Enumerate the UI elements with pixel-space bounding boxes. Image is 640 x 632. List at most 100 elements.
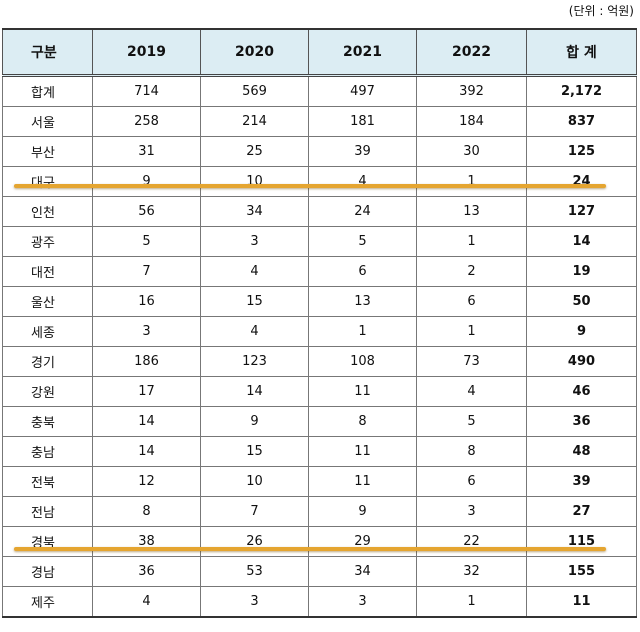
region-cell: 전남 xyxy=(2,496,93,527)
value-cell: 15 xyxy=(200,436,309,467)
value-cell: 2 xyxy=(416,256,527,287)
value-cell: 11 xyxy=(526,586,637,618)
value-cell: 11 xyxy=(308,436,417,467)
value-cell: 5 xyxy=(92,226,201,257)
value-cell: 11 xyxy=(308,466,417,497)
table-row: 충북 14 9 8 5 36 xyxy=(2,406,637,437)
value-cell: 14 xyxy=(200,376,309,407)
value-cell: 32 xyxy=(416,556,527,587)
value-cell: 13 xyxy=(416,196,527,227)
table-row: 인천 56 34 24 13 127 xyxy=(2,196,637,227)
table-row: 세종 3 4 1 1 9 xyxy=(2,316,637,347)
value-cell: 6 xyxy=(308,256,417,287)
value-cell: 497 xyxy=(308,75,417,107)
value-cell: 29 xyxy=(308,526,417,557)
value-cell: 184 xyxy=(416,106,527,137)
table-row: 부산 31 25 39 30 125 xyxy=(2,136,637,167)
value-cell: 1 xyxy=(416,586,527,618)
value-cell: 14 xyxy=(92,436,201,467)
value-cell: 19 xyxy=(526,256,637,287)
table-row: 충남 14 15 11 8 48 xyxy=(2,436,637,467)
value-cell: 31 xyxy=(92,136,201,167)
value-cell: 9 xyxy=(308,496,417,527)
value-cell: 13 xyxy=(308,286,417,317)
value-cell: 10 xyxy=(200,166,309,197)
value-cell: 125 xyxy=(526,136,637,167)
value-cell: 6 xyxy=(416,286,527,317)
value-cell: 38 xyxy=(92,526,201,557)
value-cell: 9 xyxy=(200,406,309,437)
region-cell: 충남 xyxy=(2,436,93,467)
value-cell: 127 xyxy=(526,196,637,227)
region-cell: 세종 xyxy=(2,316,93,347)
header-cell: 2020 xyxy=(200,28,309,77)
value-cell: 569 xyxy=(200,75,309,107)
value-cell: 16 xyxy=(92,286,201,317)
value-cell: 1 xyxy=(416,166,527,197)
value-cell: 10 xyxy=(200,466,309,497)
region-cell: 대전 xyxy=(2,256,93,287)
table-row: 합계 714 569 497 392 2,172 xyxy=(2,75,637,107)
value-cell: 8 xyxy=(416,436,527,467)
region-cell: 충북 xyxy=(2,406,93,437)
value-cell: 3 xyxy=(200,586,309,618)
unit-label: (단위 : 억원) xyxy=(568,4,634,18)
region-cell: 제주 xyxy=(2,586,93,618)
header-cell: 2022 xyxy=(416,28,527,77)
table-row: 제주 4 3 3 1 11 xyxy=(2,586,637,618)
value-cell: 14 xyxy=(526,226,637,257)
value-cell: 4 xyxy=(92,586,201,618)
header-cell: 2021 xyxy=(308,28,417,77)
value-cell: 12 xyxy=(92,466,201,497)
value-cell: 1 xyxy=(416,316,527,347)
value-cell: 1 xyxy=(416,226,527,257)
value-cell: 26 xyxy=(200,526,309,557)
value-cell: 6 xyxy=(416,466,527,497)
value-cell: 837 xyxy=(526,106,637,137)
value-cell: 39 xyxy=(308,136,417,167)
value-cell: 7 xyxy=(200,496,309,527)
value-cell: 4 xyxy=(416,376,527,407)
table-row: 전남 8 7 9 3 27 xyxy=(2,496,637,527)
region-cell: 경기 xyxy=(2,346,93,377)
table-row: 경북 38 26 29 22 115 xyxy=(2,526,637,557)
value-cell: 17 xyxy=(92,376,201,407)
value-cell: 15 xyxy=(200,286,309,317)
region-cell: 경남 xyxy=(2,556,93,587)
header-cell: 합 계 xyxy=(526,28,637,77)
table-row: 경기 186 123 108 73 490 xyxy=(2,346,637,377)
table-row: 서울 258 214 181 184 837 xyxy=(2,106,637,137)
value-cell: 30 xyxy=(416,136,527,167)
value-cell: 24 xyxy=(308,196,417,227)
value-cell: 490 xyxy=(526,346,637,377)
value-cell: 11 xyxy=(308,376,417,407)
highlight-line xyxy=(14,184,606,188)
table-row: 대전 7 4 6 2 19 xyxy=(2,256,637,287)
value-cell: 14 xyxy=(92,406,201,437)
value-cell: 214 xyxy=(200,106,309,137)
table-row: 광주 5 3 5 1 14 xyxy=(2,226,637,257)
value-cell: 7 xyxy=(92,256,201,287)
table-body: 합계 714 569 497 392 2,172 서울 258 214 181 184 837 부산 31… xyxy=(2,75,637,618)
value-cell: 56 xyxy=(92,196,201,227)
table-row: 강원 17 14 11 4 46 xyxy=(2,376,637,407)
value-cell: 115 xyxy=(526,526,637,557)
region-cell: 경북 xyxy=(2,526,93,557)
value-cell: 53 xyxy=(200,556,309,587)
value-cell: 181 xyxy=(308,106,417,137)
value-cell: 9 xyxy=(526,316,637,347)
value-cell: 4 xyxy=(200,256,309,287)
value-cell: 39 xyxy=(526,466,637,497)
region-cell: 울산 xyxy=(2,286,93,317)
value-cell: 50 xyxy=(526,286,637,317)
value-cell: 186 xyxy=(92,346,201,377)
value-cell: 22 xyxy=(416,526,527,557)
header-row: 구분 2019 2020 2021 2022 합 계 xyxy=(2,28,637,77)
region-cell: 서울 xyxy=(2,106,93,137)
region-cell: 강원 xyxy=(2,376,93,407)
highlight-line xyxy=(14,547,606,551)
region-cell: 인천 xyxy=(2,196,93,227)
region-cell: 대구 xyxy=(2,166,93,197)
value-cell: 24 xyxy=(526,166,637,197)
